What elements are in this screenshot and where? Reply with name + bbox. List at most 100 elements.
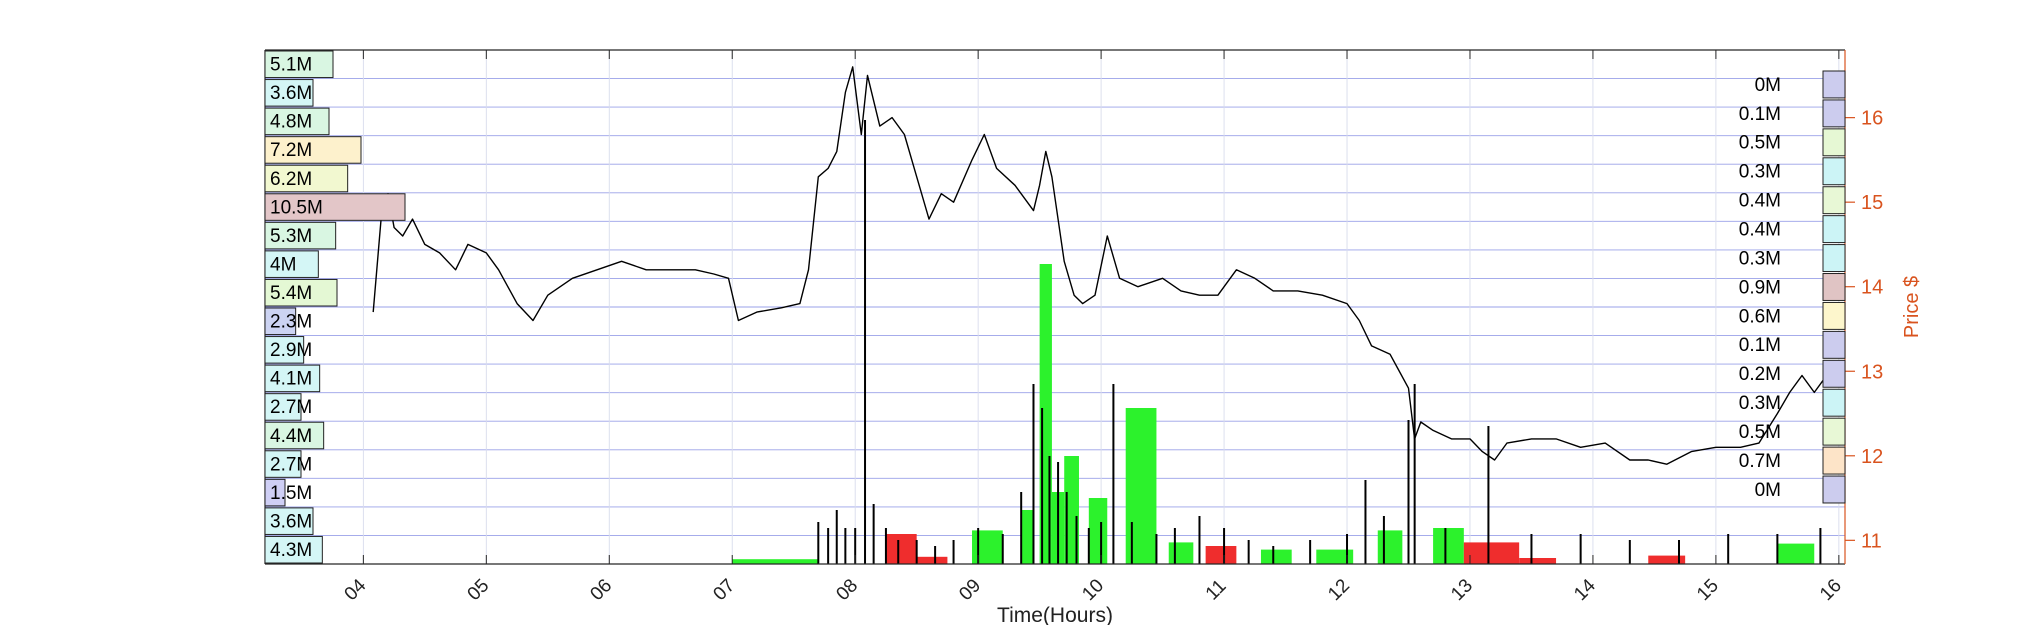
right-volume-label: 0.9M (1739, 277, 1781, 298)
price-tick-label: 13 (1861, 361, 1883, 383)
left-volume-label: 5.4M (270, 283, 312, 304)
left-volume-bar (264, 307, 297, 336)
right-volume-label: 0M (1755, 480, 1781, 501)
volume-block (1433, 528, 1464, 564)
volume-block (1168, 542, 1194, 564)
volume-block (1648, 555, 1686, 564)
left-volume-bar (264, 278, 338, 307)
x-axis-label: Time(Hours) (997, 604, 1113, 625)
right-volume-label: 0.5M (1739, 133, 1781, 154)
right-volume-bar (1822, 388, 1846, 417)
x-tick-label: 16 (1816, 575, 1846, 605)
left-volume-label: 7.2M (270, 140, 312, 161)
right-volume-bar (1822, 186, 1846, 215)
right-volume-label: 0.3M (1739, 393, 1781, 414)
left-volume-label: 2.9M (270, 340, 312, 361)
left-volume-label: 2.7M (270, 454, 312, 475)
volume-block (1463, 542, 1520, 564)
volume-block (972, 530, 1003, 564)
left-volume-label: 4.3M (270, 540, 312, 561)
x-tick-label: 06 (586, 575, 616, 605)
left-volume-bar (264, 507, 314, 535)
left-volume-bar (264, 393, 302, 421)
volume-block (1064, 456, 1079, 564)
left-volume-bar (264, 336, 305, 364)
right-volume-bar (1822, 417, 1846, 446)
price-line (372, 66, 1837, 465)
right-volume-label: 0.4M (1739, 191, 1781, 212)
x-tick-label: 14 (1570, 575, 1600, 605)
price-series (372, 66, 1837, 465)
right-volume-label: 0.1M (1739, 335, 1781, 356)
right-volume-bar (1822, 157, 1846, 186)
x-tick-label: 05 (464, 575, 494, 605)
right-volume-label: 0M (1755, 75, 1781, 96)
right-volume-bar (1822, 128, 1846, 157)
x-tick-label: 04 (341, 575, 371, 605)
volume-block (1205, 546, 1237, 564)
volume-block (1519, 558, 1557, 564)
left-volume-bar (264, 221, 337, 250)
left-volume-label: 3.6M (270, 83, 312, 104)
price-axis-label: Price $ (1901, 276, 1923, 338)
left-volume-bar (264, 450, 302, 478)
right-volume-bar (1822, 301, 1846, 330)
volume-block (1777, 543, 1815, 564)
aggregate-volume-blocks (732, 264, 1815, 564)
left-volume-bar (264, 535, 323, 564)
right-volume-label: 0.3M (1739, 248, 1781, 269)
right-volume-bar (1822, 273, 1846, 301)
volume-block (1377, 530, 1403, 564)
volume-block (732, 559, 819, 564)
volume-block (1316, 549, 1354, 564)
left-volume-bar (264, 164, 349, 193)
left-volume-label: 6.2M (270, 169, 312, 190)
right-volume-bar (1822, 215, 1846, 244)
price-ticks: 11 12 13 14 15 16 (1845, 108, 1883, 552)
left-volume-label: 5.1M (270, 55, 312, 76)
volume-block (885, 534, 917, 564)
left-volume-bar (264, 193, 406, 221)
x-tick-label: 09 (955, 575, 985, 605)
x-tick-label: 10 (1078, 575, 1108, 605)
x-tick-label: 12 (1324, 575, 1354, 605)
right-volume-label: 0.5M (1739, 422, 1781, 443)
x-tick-label: 13 (1447, 575, 1477, 605)
grid (265, 50, 1845, 564)
left-volume-bar (264, 250, 319, 278)
right-volume-bar (1822, 446, 1846, 475)
volume-by-price-right: 0M 0.1M 0.5M 0.3M 0.4M 0.4M 0.3M 0.9M 0.6M 0.1M 0.… (1739, 70, 1846, 504)
right-volume-bar (1822, 359, 1846, 388)
left-volume-bar (264, 107, 330, 136)
volume-block (1260, 549, 1292, 564)
left-volume-bar (264, 50, 334, 79)
volume-block (1021, 510, 1034, 564)
right-volume-bar (1822, 99, 1846, 128)
right-volume-bar (1822, 475, 1846, 504)
volume-block (1125, 408, 1157, 564)
left-volume-bar (264, 136, 362, 164)
left-volume-label: 10.5M (270, 197, 323, 218)
volume-by-price-left: 5.1M 3.6M 4.8M 7.2M 6.2M 10.5M 5.3M 4M 5.4M 2.3M 2… (264, 50, 406, 564)
left-volume-bar (264, 421, 325, 450)
left-volume-bar (264, 478, 286, 507)
left-volume-label: 1.5M (270, 483, 312, 504)
left-volume-label: 4.1M (270, 369, 312, 390)
left-volume-label: 5.3M (270, 226, 312, 247)
right-volume-label: 0.7M (1739, 451, 1781, 472)
right-volume-label: 0.2M (1739, 364, 1781, 385)
volume-block (1088, 498, 1108, 564)
right-volume-bar (1822, 330, 1846, 359)
per-minute-volume-bars (817, 120, 1822, 564)
price-tick-label: 16 (1861, 108, 1883, 130)
price-tick-label: 14 (1861, 277, 1883, 299)
right-volume-label: 0.3M (1739, 162, 1781, 183)
volume-block (916, 556, 948, 564)
x-tick-label: 15 (1693, 575, 1723, 605)
left-volume-label: 4.8M (270, 112, 312, 133)
right-volume-bar (1822, 70, 1846, 99)
right-volume-label: 0.6M (1739, 306, 1781, 327)
x-tick-label: 07 (709, 575, 739, 605)
left-volume-label: 2.7M (270, 397, 312, 418)
